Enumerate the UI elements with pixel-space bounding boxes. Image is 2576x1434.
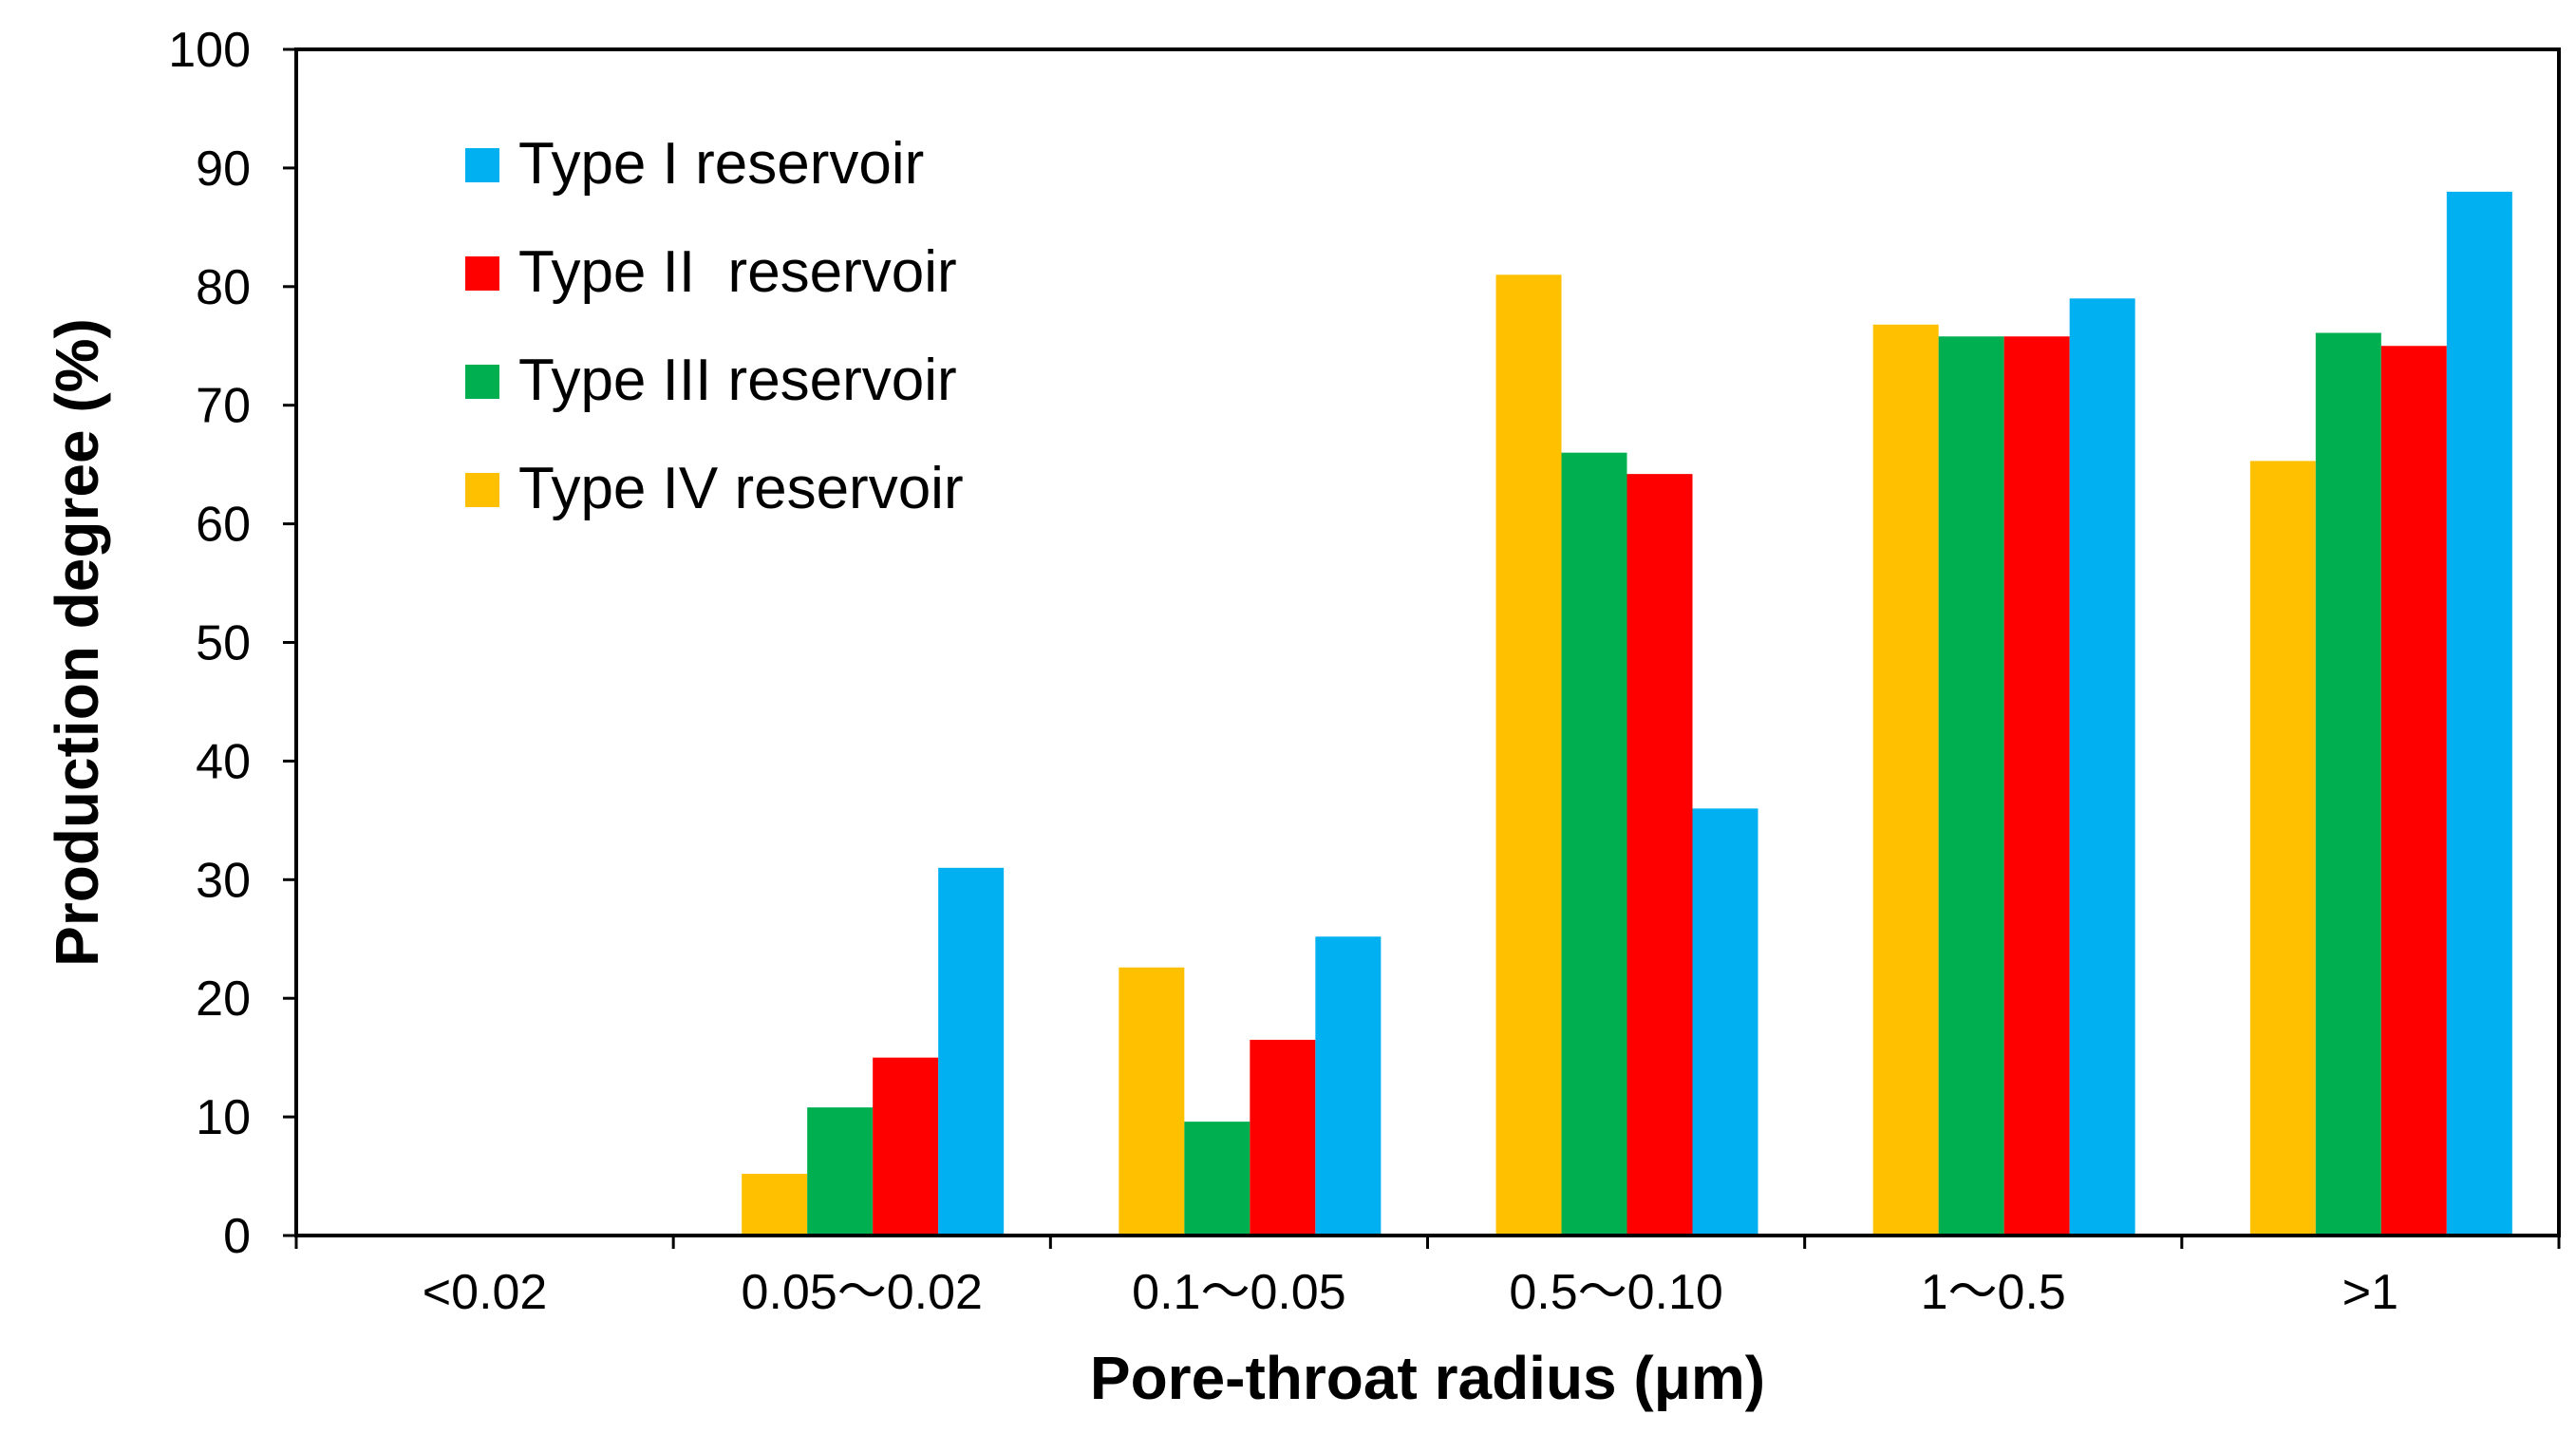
bar	[1184, 1122, 1250, 1236]
bar	[742, 1174, 808, 1236]
legend-swatch	[465, 256, 499, 291]
y-tick-label: 30	[196, 853, 251, 908]
bar	[807, 1107, 874, 1236]
legend-swatch	[465, 365, 499, 399]
x-tick-label: >1	[2342, 1265, 2398, 1320]
y-tick-label: 60	[196, 498, 251, 553]
y-axis-title: Production degree (%)	[43, 318, 111, 967]
y-tick-label: 40	[196, 734, 251, 789]
y-tick-label: 50	[196, 616, 251, 671]
y-tick-label: 0	[223, 1209, 251, 1264]
bar	[2315, 332, 2381, 1236]
x-tick-label: <0.02	[423, 1265, 548, 1320]
bar	[2446, 191, 2512, 1236]
x-axis: <0.02 0.05～0.02 0.1～0.05 0.5～0.10 1～0.5 >1	[294, 1236, 2561, 1320]
bar	[1692, 808, 1758, 1236]
y-tick-label: 90	[196, 142, 251, 197]
legend-label: Type II reservoir	[518, 239, 957, 305]
legend-label: Type I reservoir	[518, 131, 924, 197]
legend-label: Type III reservoir	[518, 348, 957, 413]
bar	[1250, 1039, 1316, 1236]
legend-label: Type IV reservoir	[518, 456, 964, 521]
bar	[2380, 346, 2447, 1236]
x-tick-label: 0.05～0.02	[742, 1265, 983, 1320]
y-tick-label: 10	[196, 1090, 251, 1145]
bar	[1315, 936, 1382, 1236]
x-tick-label: 0.1～0.05	[1132, 1265, 1346, 1320]
bar	[938, 867, 1005, 1236]
x-tick-label: 1～0.5	[1921, 1265, 2066, 1320]
legend: Type I reservoir Type II reservoir Type II…	[465, 131, 964, 521]
y-axis: 0 10 20 30 40 50 60 70 80 90 100	[168, 23, 296, 1264]
bar	[1119, 967, 1185, 1236]
y-tick-label: 100	[168, 23, 251, 78]
y-tick-label: 70	[196, 379, 251, 434]
bar	[1938, 336, 2004, 1236]
bar	[2249, 461, 2316, 1236]
legend-swatch	[465, 148, 499, 182]
bar	[1872, 324, 1939, 1236]
bar	[2003, 336, 2070, 1236]
bar	[873, 1057, 939, 1236]
bar	[1626, 474, 1693, 1236]
x-tick-label: 0.5～0.10	[1509, 1265, 1723, 1320]
plot-frame	[294, 47, 2561, 1237]
legend-swatch	[465, 473, 499, 507]
bar	[1495, 274, 1562, 1236]
bars-layer	[742, 191, 2512, 1236]
y-tick-label: 80	[196, 260, 251, 315]
x-axis-title: Pore-throat radius (μm)	[1090, 1344, 1765, 1412]
y-tick-label: 20	[196, 972, 251, 1027]
bar	[2069, 298, 2135, 1236]
bar	[1561, 452, 1627, 1236]
